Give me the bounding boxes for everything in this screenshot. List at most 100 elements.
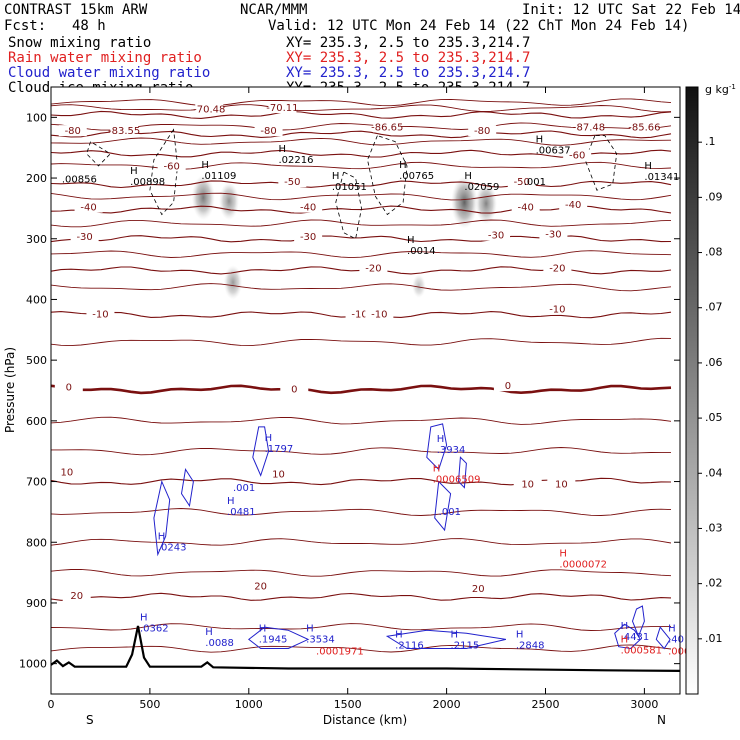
cloud-water-contour-8: [614, 623, 642, 650]
temp-label-bg-33: [547, 478, 576, 490]
y-tick-label-2: 300: [26, 233, 47, 246]
max-mark-4: H: [130, 166, 138, 177]
max-mark-21: H: [259, 624, 267, 635]
max-mark-7: H: [464, 171, 472, 182]
colorbar-tick-label-6: .07: [705, 301, 723, 314]
org-title: NCAR/MMM: [240, 2, 307, 18]
temp-label-bg-5: [373, 121, 402, 133]
cloud-ice-contour-3: [335, 171, 362, 240]
cloud-contours: [86, 128, 671, 650]
y-tick-label-6: 700: [26, 476, 47, 489]
x-tick-label-3: 1500: [334, 698, 362, 711]
temp-label-bg-8: [630, 121, 659, 133]
max-label-8: .001: [524, 177, 546, 188]
isotherm-minor-3: [50, 137, 672, 146]
max-label-25: .2115: [451, 641, 480, 652]
temp-label-bg-26: [543, 303, 572, 315]
colorbar-tick-label-4: .05: [705, 411, 723, 424]
max-mark-29: H: [668, 624, 676, 635]
max-label-29: .40: [668, 635, 684, 646]
axes: 0 500 1000 1500 2000 2500 30001002003004005006…: [19, 87, 680, 711]
temp-label-bg-19: [482, 229, 511, 241]
max-label-10: .0014: [407, 246, 436, 257]
isotherm-minor-16: [50, 644, 672, 653]
temp-label-bg-0: [195, 103, 224, 115]
temp-label-bg-23: [86, 308, 115, 320]
isotherm-m70: [50, 110, 672, 119]
temp-label-bg-16: [559, 199, 588, 211]
colorbar-tick-label-0: .01: [705, 632, 723, 645]
isotherm-0: [50, 384, 672, 395]
cloud-water-contour-4: [434, 480, 452, 532]
max-mark-0: H: [201, 160, 209, 171]
isotherm-minor-7: [50, 250, 672, 259]
temp-label-bg-22: [543, 262, 572, 274]
colorbar-unit: g kg-1: [705, 83, 736, 96]
max-label-14: .0243: [158, 542, 187, 553]
max-mark-18: H: [559, 548, 567, 559]
y-tick-label-0: 100: [26, 111, 47, 124]
temp-label-0: -70.48: [193, 104, 225, 115]
max-mark-9: H: [644, 161, 652, 172]
cloud-water-contour-3: [426, 423, 448, 471]
max-label-16: .001: [439, 507, 461, 518]
max-label-17: .0006509: [433, 474, 481, 485]
temp-label-36: 20: [472, 584, 485, 595]
isotherm-minor-1: [50, 104, 672, 113]
colorbar-tick-label-3: .04: [705, 466, 723, 479]
temp-label-26: -10: [549, 305, 565, 316]
cloud-water-contour-7: [385, 629, 507, 649]
max-label-7: .02059: [464, 182, 499, 193]
temp-label-bg-25: [365, 308, 394, 320]
cloud-ice-blob-2: [223, 265, 243, 300]
isotherm-minor-4: [50, 161, 672, 170]
temp-label-21: -20: [365, 263, 381, 274]
max-label-26: .2848: [516, 641, 545, 652]
temp-label-22: -20: [549, 263, 565, 274]
cloud-ice-contour-1: [367, 135, 408, 216]
temp-label-bg-20: [539, 228, 568, 240]
max-mark-6: H: [332, 171, 340, 182]
colorbar-ticks: .01 .02 .03 .04 .05 .06 .07 .08 .09 .1: [698, 135, 723, 645]
temp-label-bg-11: [278, 176, 307, 188]
x-end-south: S: [86, 713, 94, 727]
temp-label-10: -60: [163, 161, 179, 172]
fcst-label: Fcst:: [4, 18, 46, 34]
temp-label-11: -50: [284, 177, 300, 188]
max-mark-27: H: [621, 621, 629, 632]
max-label-11: .1797: [265, 444, 294, 455]
temp-label-18: -30: [300, 232, 316, 243]
cloud-ice-blob-5: [475, 182, 497, 225]
max-label-18: .0000072: [559, 559, 607, 570]
temp-label-29: 0: [505, 381, 511, 392]
cloud-ice-blob-4: [451, 176, 478, 229]
x-tick-label-5: 2500: [531, 698, 559, 711]
max-mark-26: H: [516, 630, 524, 641]
cloud-water-contour-9: [631, 605, 645, 638]
isotherm-m80: [50, 130, 672, 139]
max-mark-15: H: [437, 434, 445, 445]
max-label-24: .2116: [395, 641, 424, 652]
temp-label-5: -86.65: [371, 122, 403, 133]
temp-label-13: -40: [80, 203, 96, 214]
temp-label-bg-29: [493, 380, 522, 392]
colorbar-unit-sup: -1: [729, 83, 736, 91]
cloud-water-contour-0: [153, 479, 171, 557]
cloud-ice-shading: [191, 174, 497, 300]
isotherm-minor-9: [50, 337, 672, 347]
temp-label-32: 10: [521, 479, 534, 490]
max-mark-13: H: [227, 496, 235, 507]
valid-time: Valid: 12 UTC Mon 24 Feb 14 (22 ChT Mon …: [268, 18, 689, 34]
temp-label-bg-35: [246, 580, 275, 592]
max-label-23: .0001971: [316, 647, 364, 658]
temp-label-14: -40: [300, 203, 316, 214]
max-label-0: .01109: [201, 171, 236, 182]
temp-label-bg-24: [345, 308, 374, 320]
cloud-water-contour-10: [655, 626, 671, 650]
max-mark-17: H: [433, 463, 441, 474]
max-label-12: .001: [233, 483, 255, 494]
xy-cloud-water: XY= 235.3, 2.5 to 235.3,214.7: [286, 65, 530, 81]
temp-label-bg-7: [575, 121, 604, 133]
cloud-ice-contour-4: [86, 140, 111, 167]
max-label-27: .4431: [621, 632, 650, 643]
